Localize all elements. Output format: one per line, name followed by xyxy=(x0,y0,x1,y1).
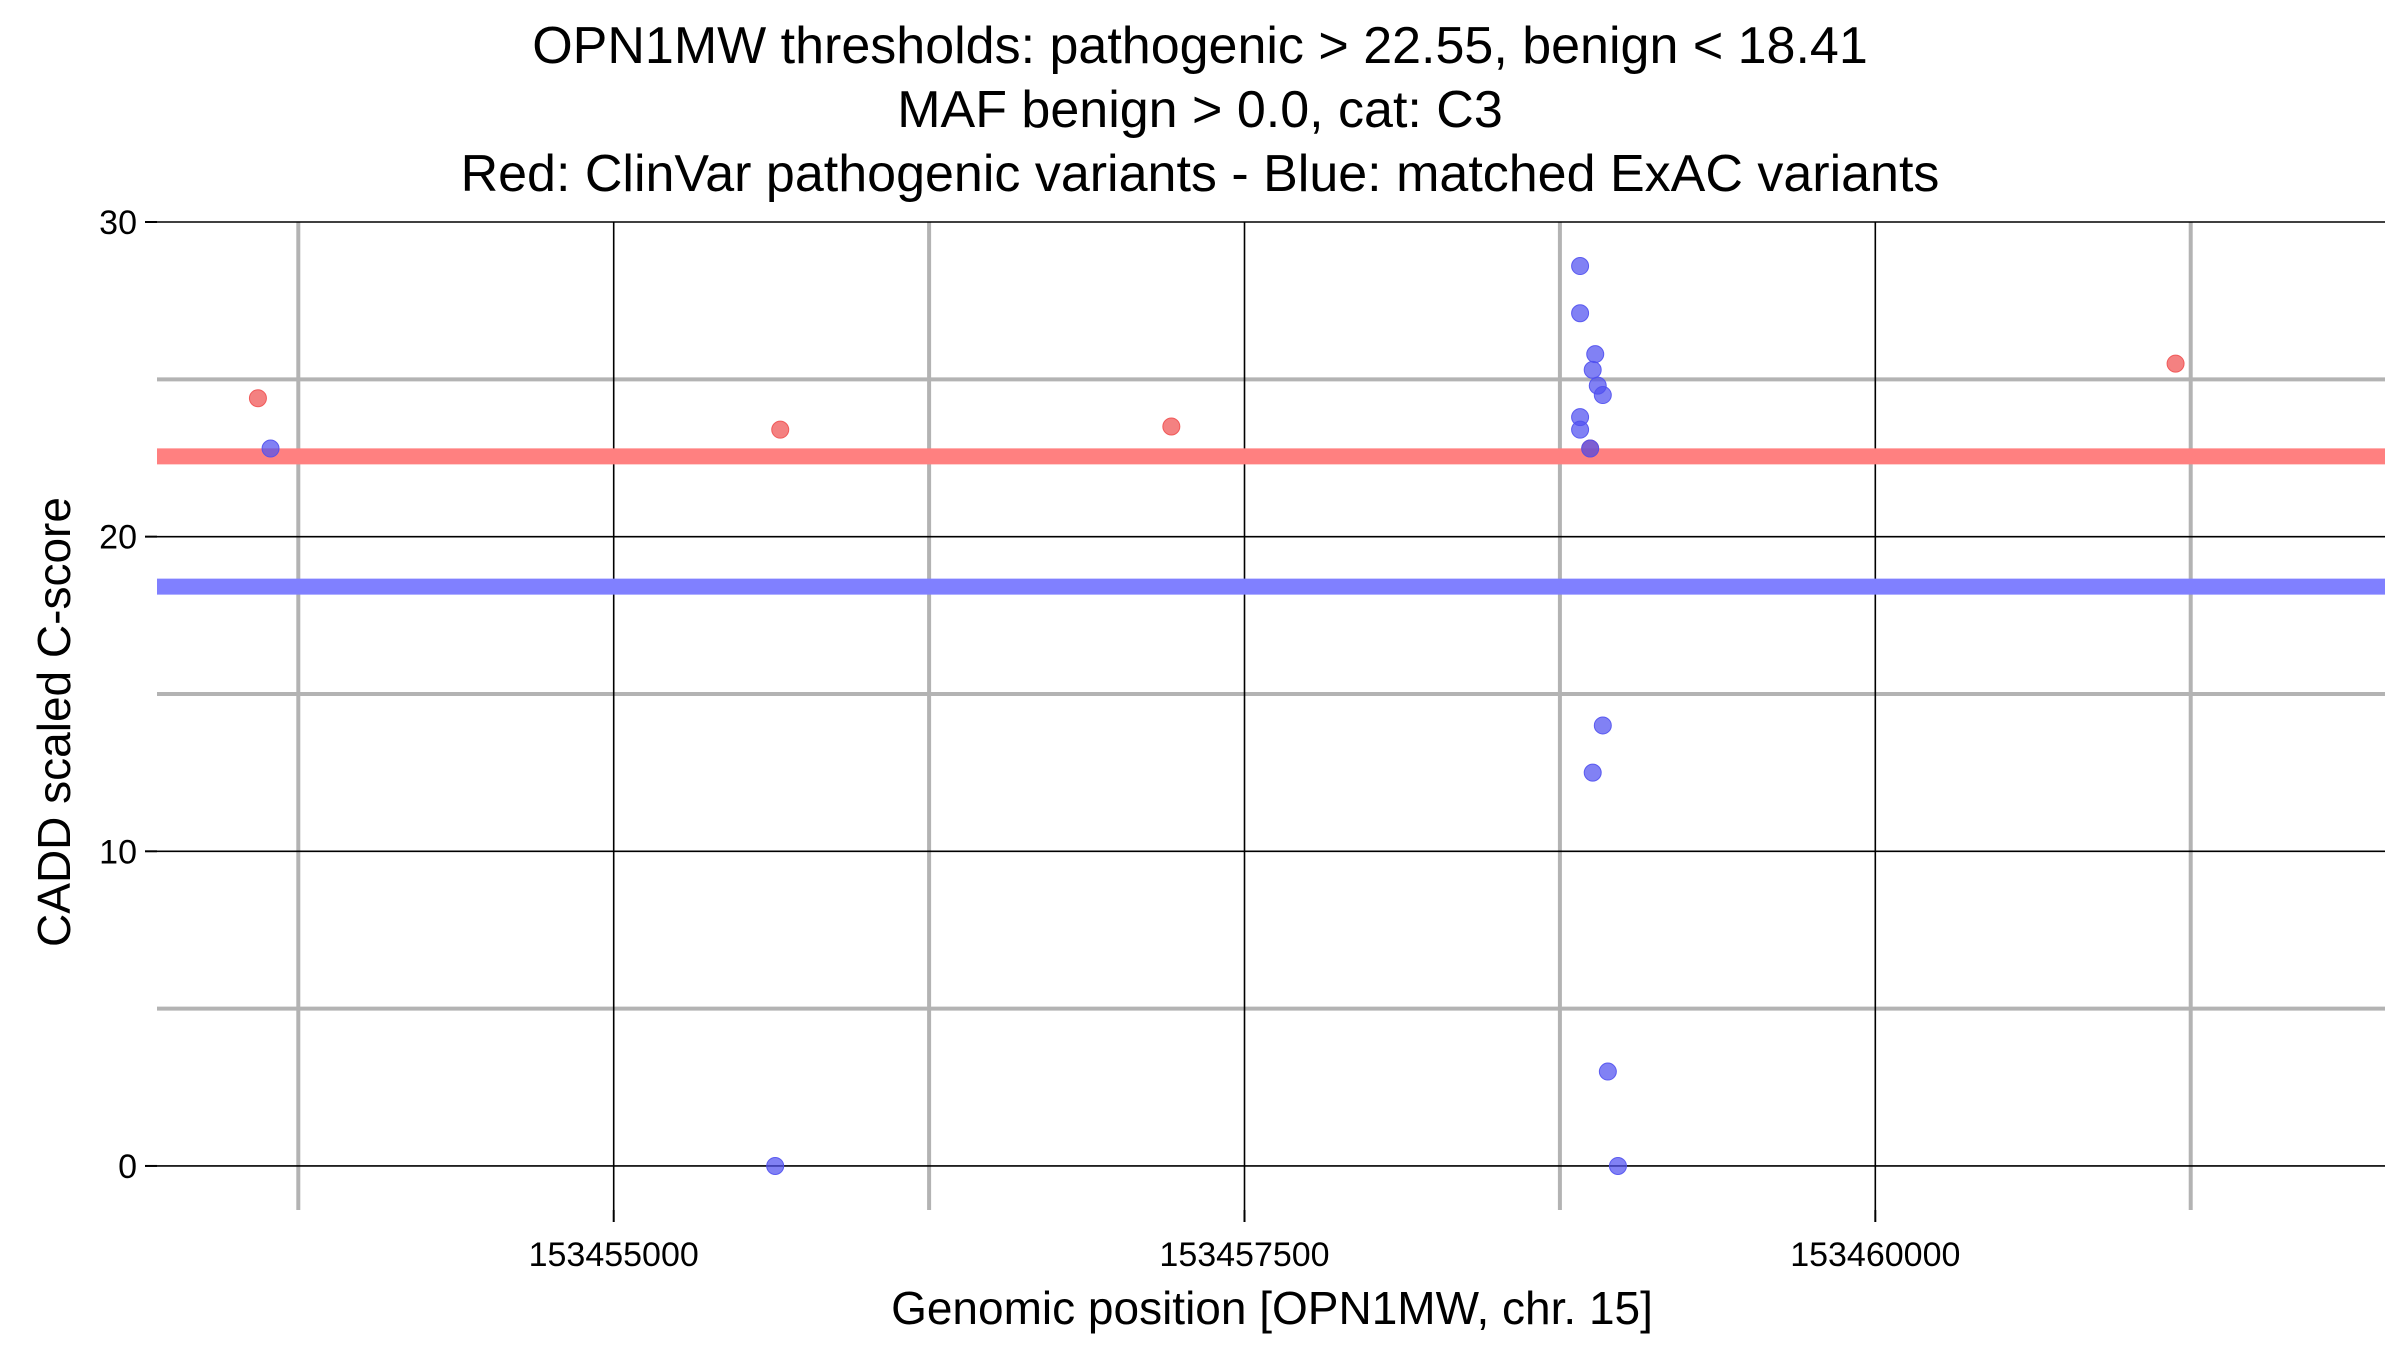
x-tick-label: 153460000 xyxy=(1790,1236,1960,1274)
data-point-red xyxy=(2166,354,2185,373)
title-line-2: MAF benign > 0.0, cat: C3 xyxy=(897,81,1503,139)
data-point-blue xyxy=(1608,1156,1627,1175)
data-point-blue xyxy=(1583,360,1602,379)
data-point-blue xyxy=(1571,304,1590,323)
x-axis-title: Genomic position [OPN1MW, chr. 15] xyxy=(891,1282,1653,1334)
y-tick-label: 0 xyxy=(118,1148,137,1186)
x-tick-label: 153455000 xyxy=(529,1236,699,1274)
grid xyxy=(157,221,2385,1210)
data-point-blue xyxy=(1571,420,1590,439)
data-points xyxy=(248,257,2185,1175)
data-point-red xyxy=(1162,417,1181,436)
x-tick-label: 153457500 xyxy=(1159,1236,1329,1274)
data-point-blue xyxy=(1581,439,1600,458)
data-point-blue xyxy=(766,1156,785,1175)
data-point-blue xyxy=(1593,386,1612,405)
y-axis-title: CADD scaled C-score xyxy=(28,497,80,947)
data-point-red xyxy=(771,420,790,439)
data-point-red xyxy=(248,389,267,408)
title-line-1: OPN1MW thresholds: pathogenic > 22.55, b… xyxy=(532,17,1868,75)
axes: 0 10 20 30 153455000 153457500 153460000 xyxy=(99,204,1960,1274)
data-point-blue xyxy=(1593,716,1612,735)
data-point-blue xyxy=(1583,763,1602,782)
y-tick-label: 20 xyxy=(99,519,137,557)
data-point-blue xyxy=(1586,345,1605,364)
y-tick-label: 10 xyxy=(99,833,137,871)
chart-title: OPN1MW thresholds: pathogenic > 22.55, b… xyxy=(0,14,2400,206)
data-point-blue xyxy=(1598,1062,1617,1081)
threshold-lines xyxy=(157,448,2385,595)
title-line-3: Red: ClinVar pathogenic variants - Blue:… xyxy=(460,145,1940,203)
data-point-blue xyxy=(261,439,280,458)
y-tick-label: 30 xyxy=(99,204,137,242)
data-point-blue xyxy=(1571,257,1590,276)
